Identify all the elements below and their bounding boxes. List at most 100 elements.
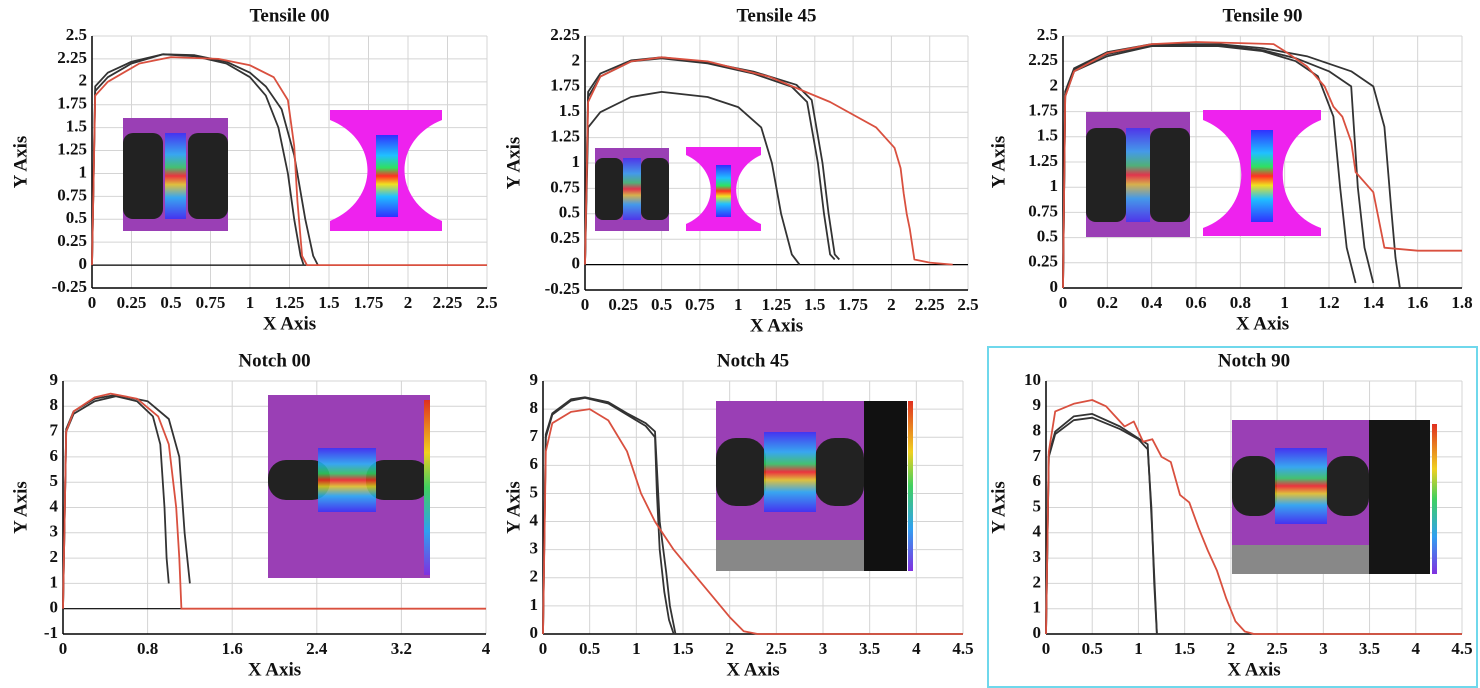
x-tick-label: 3.5 bbox=[1359, 639, 1380, 658]
y-tick-label: 2 bbox=[79, 71, 88, 90]
x-axis-label: X Axis bbox=[1236, 313, 1289, 334]
y-tick-label: 4 bbox=[50, 496, 59, 515]
y-tick-label: 0.25 bbox=[1028, 252, 1058, 271]
x-tick-label: 1.5 bbox=[672, 639, 693, 658]
x-tick-label: 1.25 bbox=[762, 295, 792, 314]
data-line bbox=[91, 53, 305, 266]
x-tick-label: 2 bbox=[404, 293, 413, 312]
y-tick-label: 0.75 bbox=[550, 177, 580, 196]
data-line bbox=[91, 56, 487, 266]
x-tick-label: 0 bbox=[88, 293, 97, 312]
x-tick-label: 0.75 bbox=[196, 293, 226, 312]
x-axis-label: X Axis bbox=[248, 659, 301, 680]
y-tick-label: 2.5 bbox=[66, 25, 87, 44]
x-tick-label: 1.25 bbox=[275, 293, 305, 312]
y-tick-label: 0.25 bbox=[57, 231, 87, 250]
y-tick-label: 0 bbox=[572, 254, 581, 273]
x-tick-label: 1 bbox=[246, 293, 255, 312]
x-tick-label: 2 bbox=[1227, 639, 1236, 658]
dic-image bbox=[123, 118, 228, 231]
chart-title: Notch 90 bbox=[1218, 350, 1290, 371]
y-tick-label: 9 bbox=[530, 370, 539, 389]
y-tick-label: 7 bbox=[530, 426, 539, 445]
y-tick-label: 1 bbox=[530, 595, 539, 614]
x-tick-label: 4 bbox=[482, 639, 491, 658]
y-axis-label: Y Axis bbox=[988, 136, 1009, 189]
fe-model bbox=[330, 110, 442, 231]
x-tick-label: 2.25 bbox=[433, 293, 463, 312]
y-tick-label: 3 bbox=[50, 522, 59, 541]
y-tick-label: 1 bbox=[1050, 176, 1059, 195]
fe-model bbox=[1203, 110, 1321, 236]
y-tick-label: 1.25 bbox=[1028, 151, 1058, 170]
chart-title: Notch 00 bbox=[238, 350, 310, 371]
x-tick-label: 0 bbox=[1042, 639, 1051, 658]
y-tick-label: 1 bbox=[572, 152, 581, 171]
x-tick-label: 0.25 bbox=[117, 293, 147, 312]
y-tick-label: 2 bbox=[1050, 75, 1059, 94]
y-tick-label: 0 bbox=[50, 598, 59, 617]
y-tick-label: 2 bbox=[530, 567, 539, 586]
y-tick-label: 0.75 bbox=[1028, 201, 1058, 220]
x-tick-label: 0.25 bbox=[608, 295, 638, 314]
x-tick-label: 3.2 bbox=[391, 639, 412, 658]
x-tick-label: 1 bbox=[734, 295, 743, 314]
x-tick-label: 2 bbox=[725, 639, 734, 658]
y-tick-label: 7 bbox=[50, 421, 59, 440]
x-tick-label: 1.8 bbox=[1451, 293, 1472, 312]
data-line bbox=[1062, 41, 1462, 289]
dic-image bbox=[1086, 112, 1190, 237]
x-tick-label: 0.5 bbox=[651, 295, 672, 314]
y-tick-label: -1 bbox=[44, 623, 58, 642]
x-tick-label: 1.75 bbox=[838, 295, 868, 314]
dic-image bbox=[268, 395, 430, 578]
x-tick-label: 0.75 bbox=[685, 295, 715, 314]
y-tick-label: 0 bbox=[1050, 277, 1059, 296]
x-tick-label: 0 bbox=[59, 639, 68, 658]
data-line bbox=[62, 394, 191, 609]
x-tick-label: 0 bbox=[1059, 293, 1068, 312]
x-tick-label: 2 bbox=[887, 295, 896, 314]
x-axis-label: X Axis bbox=[1227, 659, 1280, 680]
x-tick-label: 0.5 bbox=[160, 293, 181, 312]
x-tick-label: 1 bbox=[1134, 639, 1143, 658]
y-tick-label: 1.5 bbox=[66, 117, 87, 136]
data-line bbox=[584, 56, 840, 265]
fe-model bbox=[686, 147, 761, 231]
x-tick-label: 1.6 bbox=[222, 639, 243, 658]
data-line bbox=[584, 56, 953, 266]
y-tick-label: 0.5 bbox=[1037, 227, 1058, 246]
y-tick-label: 0.75 bbox=[57, 185, 87, 204]
y-axis-label: Y Axis bbox=[503, 481, 524, 534]
y-tick-label: 6 bbox=[1033, 471, 1042, 490]
chart-title: Tensile 90 bbox=[1222, 5, 1302, 26]
y-tick-label: 8 bbox=[1033, 421, 1042, 440]
dic-image bbox=[716, 401, 913, 571]
y-tick-label: 1.75 bbox=[57, 94, 87, 113]
y-tick-label: 5 bbox=[1033, 496, 1042, 515]
y-tick-label: 10 bbox=[1024, 370, 1041, 389]
data-line bbox=[1045, 399, 1462, 635]
x-tick-label: 1.75 bbox=[354, 293, 384, 312]
y-tick-label: 1.5 bbox=[559, 101, 580, 120]
data-line bbox=[542, 397, 675, 635]
y-tick-label: 0.25 bbox=[550, 228, 580, 247]
x-tick-label: 1.5 bbox=[804, 295, 825, 314]
data-line bbox=[62, 395, 170, 609]
data-line bbox=[91, 53, 319, 266]
x-tick-label: 0 bbox=[581, 295, 590, 314]
insets bbox=[123, 110, 1437, 578]
y-tick-label: 9 bbox=[1033, 395, 1042, 414]
x-tick-label: 1 bbox=[1280, 293, 1289, 312]
x-tick-label: 4.5 bbox=[1451, 639, 1472, 658]
x-tick-label: 0.5 bbox=[579, 639, 600, 658]
x-tick-label: 2.5 bbox=[957, 295, 978, 314]
x-tick-label: 2.5 bbox=[476, 293, 497, 312]
x-tick-label: 2.5 bbox=[766, 639, 787, 658]
x-tick-label: 4 bbox=[912, 639, 921, 658]
y-tick-label: 2 bbox=[572, 50, 581, 69]
y-tick-label: 2.25 bbox=[550, 25, 580, 44]
y-tick-label: 3 bbox=[1033, 547, 1042, 566]
x-tick-label: 4 bbox=[1412, 639, 1421, 658]
